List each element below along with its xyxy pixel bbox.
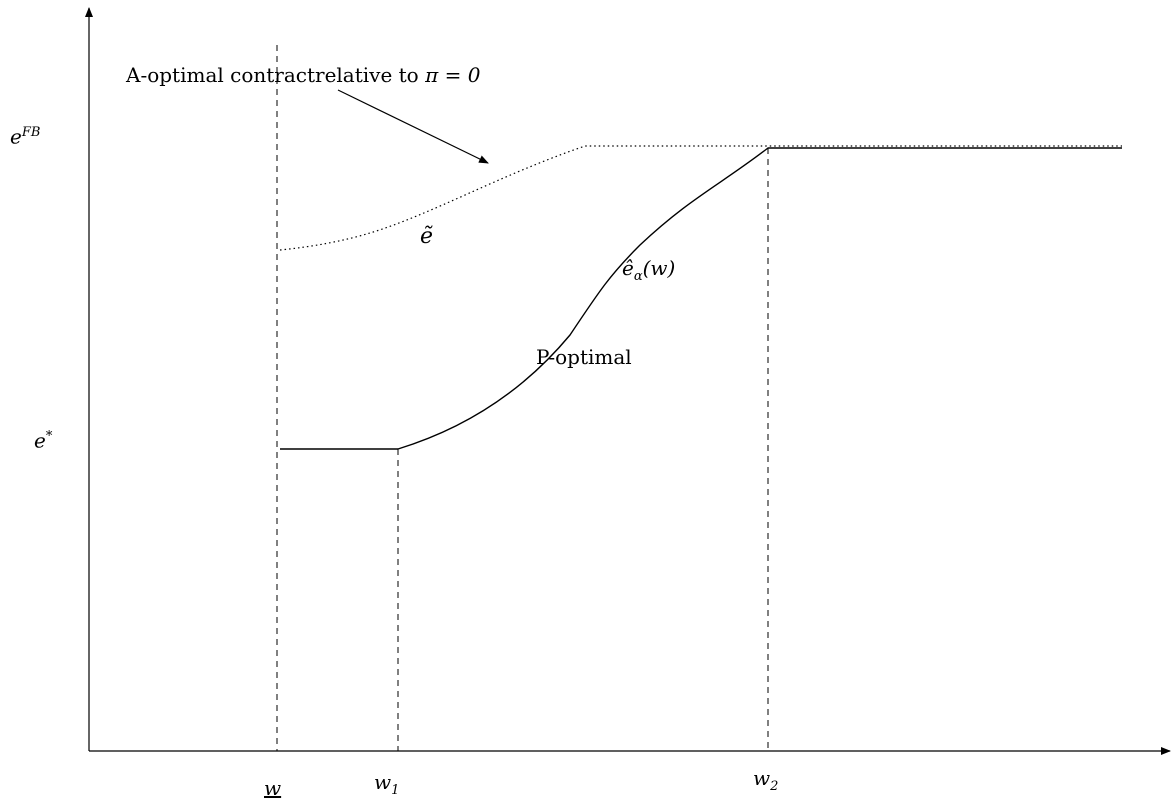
e-hat-alpha-label: êα(w) <box>622 256 676 284</box>
label-e-star: e* <box>34 428 53 453</box>
label-w-underline: w <box>264 776 282 800</box>
a-optimal-curve <box>279 145 1122 251</box>
p-optimal-label: P-optimal <box>536 345 632 369</box>
label-w1: w1 <box>374 770 400 798</box>
label-w2: w2 <box>753 766 779 794</box>
e-tilde-label: ẽ <box>420 224 434 249</box>
p-optimal-curve <box>280 147 1122 450</box>
a-optimal-arrow <box>337 89 489 164</box>
label-e-fb: eFB <box>10 124 41 149</box>
a-optimal-label: A-optimal contractrelative to π = 0 <box>126 63 481 87</box>
